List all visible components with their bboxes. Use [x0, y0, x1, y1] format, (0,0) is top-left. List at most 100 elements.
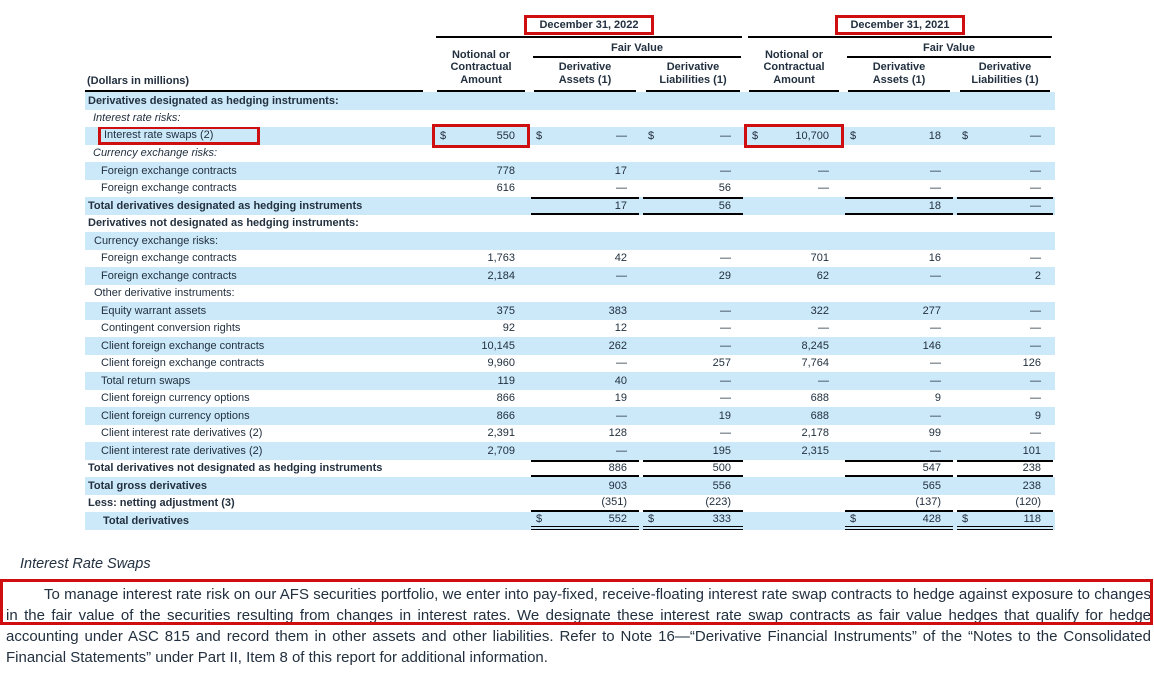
table-row: Foreign exchange contracts 2,184 — 29 62 — 2: [85, 267, 1055, 285]
cell-value: —: [930, 322, 941, 335]
table-cell: [845, 145, 953, 163]
cell-value: —: [1030, 427, 1041, 440]
table-cell: 195: [643, 442, 743, 460]
cell-value: (137): [915, 496, 941, 509]
table-cell: 547: [845, 459, 953, 477]
table-cell: 16: [845, 250, 953, 268]
table-cell: 2,709: [435, 442, 527, 460]
cell-value: 18: [928, 199, 941, 212]
row-label: Total derivatives: [103, 514, 189, 527]
derivatives-table: (Dollars in millions) December 31, 2022 …: [85, 15, 1055, 530]
cell-value: 2,315: [801, 444, 829, 457]
cell-value: —: [720, 374, 731, 387]
table-cell: 238: [957, 477, 1053, 495]
cell-value: 17: [614, 199, 627, 212]
cell-value: 277: [922, 304, 941, 317]
table-cell: [435, 197, 527, 215]
dollars-in-millions-label: (Dollars in millions): [85, 75, 423, 92]
cell-value: —: [930, 409, 941, 422]
table-cell: —: [643, 390, 743, 408]
fair-value-group-2021: Fair Value Derivative Assets (1) Derivat…: [843, 38, 1055, 92]
table-cell: [435, 232, 527, 250]
table-cell: [531, 110, 639, 128]
cell-value: 9: [1034, 409, 1041, 422]
table-cell: 10,145: [435, 337, 527, 355]
row-label: Total return swaps: [101, 374, 191, 387]
table-cell: 500: [643, 459, 743, 477]
table-cell: 688: [747, 407, 841, 425]
cell-value: 262: [608, 339, 627, 352]
cell-value: 18: [928, 129, 941, 142]
row-label: Client foreign currency options: [101, 392, 250, 405]
cell-value: 238: [1022, 479, 1041, 492]
cell-value: 701: [810, 252, 829, 265]
table-cell: 375: [435, 302, 527, 320]
row-label: Less: netting adjustment (3): [88, 497, 235, 510]
cell-value: —: [720, 304, 731, 317]
table-cell: 2: [957, 267, 1053, 285]
cell-value: 17: [614, 164, 627, 177]
fair-value-header-2021: Fair Value: [847, 38, 1051, 58]
table-cell: —: [957, 302, 1053, 320]
cell-value: —: [1030, 252, 1041, 265]
table-cell: [643, 285, 743, 303]
table-row: Less: netting adjustment (3) (351) (223) (1…: [85, 495, 1055, 512]
table-cell: 688: [747, 390, 841, 408]
cell-value: 550: [496, 129, 515, 142]
table-cell: $10,700: [744, 124, 844, 148]
note-paragraph: To manage interest rate risk on our AFS …: [6, 586, 1151, 666]
row-label: Client foreign currency options: [101, 409, 250, 422]
highlight-box-date-2022: December 31, 2022: [524, 15, 654, 35]
table-cell: 886: [531, 459, 639, 477]
table-cell: 903: [531, 477, 639, 495]
cell-value: 238: [1022, 462, 1041, 475]
table-cell: [435, 460, 527, 478]
row-label: Client foreign exchange contracts: [101, 357, 265, 370]
table-cell: $ —: [643, 127, 743, 145]
cell-value: —: [930, 374, 941, 387]
table-cell: [435, 110, 527, 128]
row-label: Total gross derivatives: [88, 479, 208, 492]
table-cell: 778: [435, 162, 527, 180]
cell-value: —: [930, 182, 941, 195]
row-label: Total derivatives not designated as hedg…: [88, 462, 383, 475]
col-group-2022: December 31, 2022 Notional or Contractua…: [433, 15, 745, 92]
table-row: Total derivatives designated as hedging …: [85, 197, 1055, 215]
row-label: Contingent conversion rights: [101, 322, 241, 335]
row-label: Currency exchange risks:: [93, 147, 218, 160]
table-row: Derivatives not designated as hedging in…: [85, 215, 1055, 233]
notional-header-2022: Notional or Contractual Amount: [437, 49, 525, 92]
date-header-2021: December 31, 2021: [748, 15, 1052, 38]
assets-header-2022: Derivative Assets (1): [534, 58, 636, 92]
cell-value: —: [720, 392, 731, 405]
cell-value: —: [930, 444, 941, 457]
table-cell: 7,764: [747, 355, 841, 373]
notes-heading: Interest Rate Swaps: [20, 556, 151, 572]
cell-value: —: [930, 164, 941, 177]
table-cell: 1,763: [435, 250, 527, 268]
table-cell: —: [747, 320, 841, 338]
table-cell: [643, 110, 743, 128]
table-cell: —: [957, 162, 1053, 180]
cell-value: —: [616, 357, 627, 370]
fair-value-group-2022: Fair Value Derivative Assets (1) Derivat…: [529, 38, 745, 92]
cell-value: —: [720, 252, 731, 265]
cell-value: —: [1030, 339, 1041, 352]
dollar-sign: $: [648, 129, 655, 142]
cell-value: (351): [601, 496, 627, 509]
table-cell: —: [957, 250, 1053, 268]
table-cell: [845, 232, 953, 250]
cell-value: 383: [608, 304, 627, 317]
cell-value: 688: [810, 392, 829, 405]
table-body: Derivatives designated as hedging instru…: [85, 92, 1055, 530]
table-cell: [957, 110, 1053, 128]
cell-value: 616: [496, 182, 515, 195]
row-label: Client interest rate derivatives (2): [101, 444, 263, 457]
cell-value: —: [818, 182, 829, 195]
cell-value: 119: [497, 374, 515, 387]
cell-value: 2: [1034, 269, 1041, 282]
row-label: Equity warrant assets: [101, 304, 207, 317]
table-row: Client interest rate derivatives (2) 2,39…: [85, 425, 1055, 443]
cell-value: 257: [712, 357, 731, 370]
